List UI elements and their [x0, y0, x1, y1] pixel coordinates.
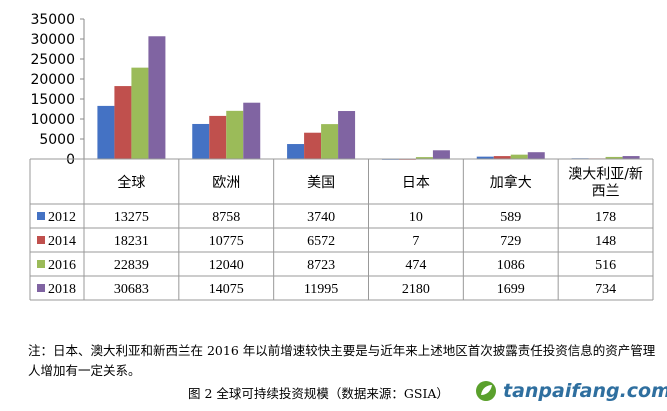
- table-cell: 148: [595, 234, 616, 249]
- watermark: tanpaifang.com: [475, 379, 667, 403]
- legend-label-2014: 2014: [48, 234, 76, 249]
- watermark-text: tanpaifang.com: [503, 380, 667, 402]
- legend-label-2012: 2012: [48, 210, 76, 225]
- y-tick-label: 0: [66, 152, 75, 168]
- category-label: 日本: [402, 175, 430, 191]
- bar-2018-4: [527, 152, 545, 159]
- footnote: 注：日本、澳大利亚和新西兰在 2016 年以前增速较快主要是与近年来上述地区首次…: [28, 343, 656, 378]
- table-cell: 6572: [307, 234, 335, 249]
- legend-key-2014: [37, 236, 45, 244]
- table-cell: 8723: [307, 258, 335, 273]
- bar-2018-3: [432, 150, 450, 159]
- bar-2012-2: [287, 144, 305, 159]
- legend-label-2016: 2016: [48, 258, 76, 273]
- bar-2018-2: [338, 111, 356, 159]
- y-tick-label: 5000: [39, 132, 75, 148]
- table-cell: 14075: [209, 282, 244, 297]
- chart: 0 5000 10000 15000 20000 25000 30000 35000 全球 欧洲 美…: [29, 12, 654, 301]
- bar-2014-4: [493, 156, 511, 159]
- y-tick-label: 20000: [30, 72, 75, 88]
- bar-2012-1: [192, 123, 210, 159]
- table-cell: 589: [500, 210, 521, 225]
- table-cell: 474: [405, 258, 426, 273]
- bar-2016-2: [321, 124, 339, 159]
- bar-2014-2: [304, 132, 322, 159]
- bar-2012-0: [97, 105, 115, 159]
- table-cell: 11995: [304, 282, 338, 297]
- bar-2018-5: [622, 156, 640, 159]
- leaf-logo-icon: [476, 381, 496, 401]
- bar-2016-4: [510, 154, 528, 159]
- table-cell: 22839: [114, 258, 149, 273]
- y-tick-label: 35000: [30, 12, 75, 28]
- bar-2014-1: [209, 115, 227, 159]
- category-label: 西兰: [592, 184, 620, 200]
- table-cell: 3740: [307, 210, 335, 225]
- y-tick-label: 10000: [30, 112, 75, 128]
- legend-label-2018: 2018: [48, 282, 76, 297]
- table-cell: 178: [595, 210, 616, 225]
- table-cell: 10775: [209, 234, 244, 249]
- table-cell: 18231: [114, 234, 149, 249]
- table-cell: 1699: [497, 282, 525, 297]
- bar-2016-3: [415, 157, 433, 159]
- bar-2018-0: [148, 36, 166, 159]
- bar-2018-1: [243, 102, 261, 159]
- bar-2016-5: [605, 156, 623, 159]
- table-cell: 516: [595, 258, 616, 273]
- y-tick-label: 15000: [30, 92, 75, 108]
- figure-caption: 图 2 全球可持续投资规模（数据来源：GSIA）: [188, 386, 449, 401]
- table-cell: 30683: [114, 282, 149, 297]
- table-cell: 8758: [212, 210, 240, 225]
- category-label: 加拿大: [490, 174, 532, 191]
- y-tick-label: 30000: [30, 32, 75, 48]
- table-cell: 13275: [114, 210, 149, 225]
- table-cell: 7: [412, 234, 419, 249]
- bar-2016-0: [131, 67, 149, 159]
- category-label: 全球: [117, 174, 145, 191]
- table-cell: 12040: [209, 258, 244, 273]
- category-label: 澳大利亚/新: [568, 167, 643, 183]
- y-tick-label: 25000: [30, 52, 75, 68]
- table-cell: 10: [409, 210, 423, 225]
- legend-key-2016: [37, 260, 45, 268]
- table-cell: 1086: [497, 258, 525, 273]
- legend-key-2012: [37, 212, 45, 220]
- legend-key-2018: [37, 284, 45, 292]
- category-label: 欧洲: [212, 175, 240, 191]
- bar-2014-0: [114, 86, 132, 159]
- bar-2016-1: [226, 110, 244, 159]
- table-cell: 729: [500, 234, 521, 249]
- table-cell: 2180: [402, 282, 430, 297]
- table-cell: 734: [595, 282, 616, 297]
- bar-2012-4: [476, 156, 494, 159]
- category-label: 美国: [307, 175, 335, 191]
